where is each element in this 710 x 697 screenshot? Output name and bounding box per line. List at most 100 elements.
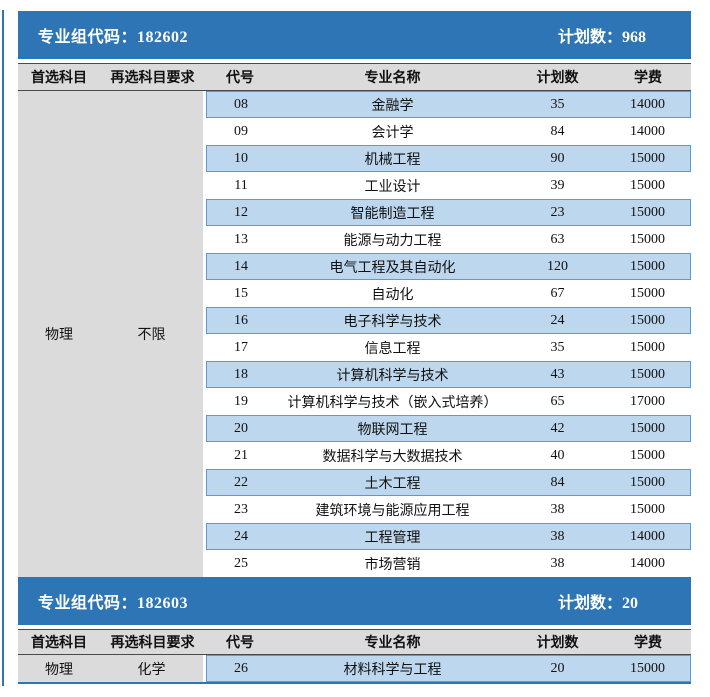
column-header-tuition: 学费	[634, 71, 662, 86]
column-header-code: 代号	[226, 71, 254, 86]
subject-merged-cell: 物理 化学	[18, 655, 203, 682]
major-code: 12	[234, 204, 248, 220]
major-row: 15 自动化 67 15000	[206, 280, 691, 307]
group-plan-total-label: 计划数：20	[558, 595, 639, 612]
major-code: 19	[234, 393, 248, 409]
rows-container: 08 金融学 35 14000 09 会计学 84 14000 10 机械工程 …	[206, 91, 691, 577]
column-header-first-subject: 首选科目	[31, 636, 87, 651]
major-row: 12 智能制造工程 23 15000	[206, 199, 691, 226]
major-name: 数据科学与大数据技术	[322, 449, 463, 465]
table-bottom-border	[18, 682, 691, 684]
major-plan-count: 43	[550, 366, 565, 382]
major-plan-count: 24	[550, 312, 565, 328]
major-row: 11 工业设计 39 15000	[206, 172, 691, 199]
major-name: 能源与动力工程	[343, 233, 442, 249]
major-plan-count: 42	[550, 420, 565, 436]
major-tuition: 15000	[630, 177, 665, 193]
column-header-second-subject-requirement: 再选科目要求	[110, 71, 195, 86]
major-code: 26	[234, 660, 248, 676]
rows-container: 26 材料科学与工程 20 15000	[206, 655, 691, 682]
plan-group-section: 专业组代码：182603 计划数：20 首选科目 再选科目要求 代号 专业名称 …	[18, 577, 691, 682]
major-plan-count: 35	[550, 339, 565, 355]
column-header-second-subject-requirement: 再选科目要求	[110, 636, 195, 651]
column-header-major-name: 专业名称	[364, 71, 421, 86]
columns-header-row: 首选科目 再选科目要求 代号 专业名称 计划数 学费	[18, 629, 691, 655]
major-row: 16 电子科学与技术 24 15000	[206, 307, 691, 334]
major-tuition: 15000	[630, 231, 665, 247]
major-code: 22	[234, 474, 248, 490]
major-name: 机械工程	[364, 152, 421, 168]
major-tuition: 15000	[630, 339, 665, 355]
left-border-rule	[2, 10, 4, 686]
major-row: 23 建筑环境与能源应用工程 38 15000	[206, 496, 691, 523]
major-name: 材料科学与工程	[343, 662, 442, 678]
group-header-bar: 专业组代码：182602 计划数：968	[18, 11, 691, 59]
section-body: 物理 不限 08 金融学 35 14000 09 会计学 84 14000 10…	[18, 91, 691, 577]
major-code: 20	[234, 420, 248, 436]
column-header-tuition: 学费	[634, 636, 662, 651]
group-code-label: 专业组代码：182602	[38, 29, 189, 46]
major-code: 14	[234, 258, 248, 274]
major-name: 智能制造工程	[350, 206, 435, 222]
plan-group-section: 专业组代码：182602 计划数：968 首选科目 再选科目要求 代号 专业名称…	[18, 11, 691, 577]
major-code: 21	[234, 447, 248, 463]
major-code: 17	[234, 339, 248, 355]
major-row: 13 能源与动力工程 63 15000	[206, 226, 691, 253]
major-code: 09	[234, 123, 248, 139]
major-code: 11	[234, 177, 248, 193]
major-plan-count: 39	[550, 177, 565, 193]
major-row: 08 金融学 35 14000	[206, 91, 691, 118]
first-subject-value: 物理	[45, 328, 73, 343]
major-tuition: 15000	[630, 366, 665, 382]
major-plan-count: 84	[550, 123, 565, 139]
major-name: 计算机科学与技术（嵌入式培养）	[287, 395, 498, 411]
major-name: 工程管理	[364, 530, 421, 546]
major-plan-count: 63	[550, 231, 565, 247]
major-row: 26 材料科学与工程 20 15000	[206, 655, 691, 682]
major-code: 16	[234, 312, 248, 328]
major-name: 电气工程及其自动化	[329, 260, 456, 276]
major-row: 20 物联网工程 42 15000	[206, 415, 691, 442]
major-code: 08	[234, 96, 248, 112]
major-tuition: 15000	[630, 204, 665, 220]
subject-merged-cell: 物理 不限	[18, 91, 203, 577]
group-code-label: 专业组代码：182603	[38, 595, 189, 612]
column-header-first-subject: 首选科目	[31, 71, 87, 86]
major-tuition: 17000	[630, 393, 665, 409]
major-plan-count: 20	[550, 660, 565, 676]
major-row: 09 会计学 84 14000	[206, 118, 691, 145]
major-row: 18 计算机科学与技术 43 15000	[206, 361, 691, 388]
admission-plan-table: 专业组代码：182602 计划数：968 首选科目 再选科目要求 代号 专业名称…	[18, 11, 691, 684]
major-name: 土木工程	[364, 476, 421, 492]
first-subject-value: 物理	[45, 662, 73, 678]
major-plan-count: 120	[547, 258, 568, 274]
major-name: 会计学	[371, 125, 414, 141]
major-row: 14 电气工程及其自动化 120 15000	[206, 253, 691, 280]
group-plan-total-label: 计划数：968	[558, 29, 647, 46]
major-tuition: 14000	[630, 96, 665, 112]
major-plan-count: 23	[550, 204, 565, 220]
major-name: 自动化	[371, 287, 414, 303]
major-row: 17 信息工程 35 15000	[206, 334, 691, 361]
major-name: 电子科学与技术	[343, 314, 442, 330]
section-body: 物理 化学 26 材料科学与工程 20 15000	[18, 655, 691, 682]
major-name: 信息工程	[364, 341, 421, 357]
major-tuition: 14000	[630, 555, 665, 571]
major-tuition: 15000	[630, 447, 665, 463]
major-name: 市场营销	[364, 557, 421, 573]
major-name: 建筑环境与能源应用工程	[315, 503, 470, 519]
major-tuition: 14000	[630, 123, 665, 139]
major-row: 25 市场营销 38 14000	[206, 550, 691, 577]
major-plan-count: 38	[550, 501, 565, 517]
major-code: 18	[234, 366, 248, 382]
major-row: 10 机械工程 90 15000	[206, 145, 691, 172]
second-subject-value: 化学	[137, 662, 166, 678]
major-tuition: 15000	[630, 420, 665, 436]
major-plan-count: 38	[550, 528, 565, 544]
major-code: 10	[234, 150, 248, 166]
major-tuition: 15000	[630, 501, 665, 517]
major-tuition: 15000	[630, 285, 665, 301]
columns-header-row: 首选科目 再选科目要求 代号 专业名称 计划数 学费	[18, 63, 691, 91]
major-tuition: 15000	[630, 150, 665, 166]
column-header-plan-count: 计划数	[536, 636, 579, 651]
